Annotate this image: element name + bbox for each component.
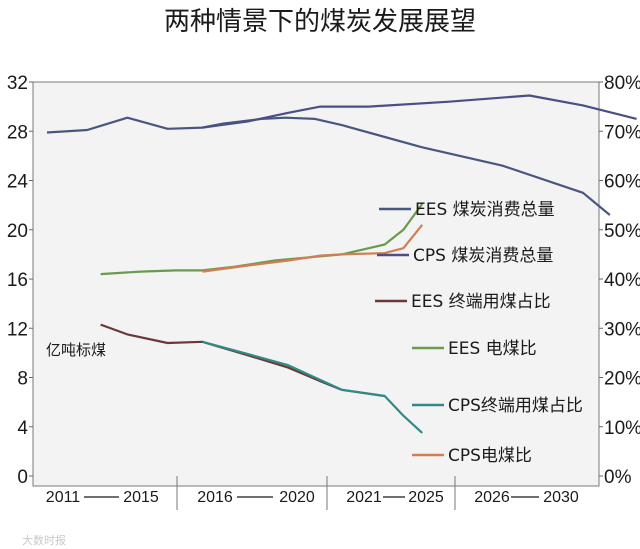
- x-tick-label: 2026: [474, 489, 510, 506]
- right-tick-label: 30%: [604, 319, 640, 340]
- x-tick-label: 2025: [408, 489, 444, 506]
- x-tick-label: 2021: [346, 489, 382, 506]
- right-tick-label: 60%: [604, 172, 640, 193]
- legend-label-4: EES 电煤比: [448, 339, 537, 359]
- legend-label-6: CPS电煤比: [448, 446, 532, 466]
- chart-title: 两种情景下的煤炭发展展望: [164, 7, 476, 37]
- series-line-1: [46, 116, 611, 216]
- left-axis-unit-label: 亿吨标煤: [46, 341, 106, 359]
- x-tick-label: 2011: [46, 489, 81, 506]
- left-tick-label: 4: [17, 418, 28, 439]
- right-tick-label: 70%: [604, 122, 640, 143]
- left-tick-label: 20: [7, 221, 28, 242]
- series-line-2: [202, 94, 637, 129]
- left-tick-label: 24: [7, 172, 29, 193]
- right-tick-label: 20%: [604, 369, 640, 390]
- series-line-6: [202, 224, 424, 273]
- legend-label-2: CPS 煤炭消费总量: [413, 246, 553, 266]
- right-tick-label: 0%: [604, 467, 632, 488]
- series-line-5: [202, 340, 423, 434]
- right-axis-ticks: 0% 10% 20% 30% 40% 50% 60% 70% 80%: [599, 73, 640, 488]
- x-tick-label: 2030: [543, 489, 579, 506]
- legend: EES 煤炭消费总量 CPS 煤炭消费总量 EES 终端用煤占比 EES 电煤比 CPS…: [375, 200, 583, 466]
- right-tick-label: 80%: [604, 73, 640, 94]
- right-tick-label: 50%: [604, 221, 640, 242]
- left-tick-label: 0: [17, 467, 28, 488]
- left-tick-label: 28: [7, 122, 28, 143]
- left-tick-label: 16: [7, 270, 28, 291]
- right-tick-label: 40%: [604, 270, 640, 291]
- legend-label-3: EES 终端用煤占比: [411, 292, 551, 312]
- legend-label-5: CPS终端用煤占比: [448, 396, 583, 416]
- x-tick-label: 2016: [197, 489, 233, 506]
- left-tick-label: 8: [17, 369, 28, 390]
- watermark: 大数时报: [22, 533, 66, 547]
- plot-area: [32, 81, 600, 487]
- series-lines: [46, 94, 637, 434]
- left-tick-label: 32: [7, 73, 28, 94]
- left-axis-ticks: 0 4 8 12 16 20 24 28 32: [7, 73, 33, 488]
- right-tick-label: 10%: [604, 418, 640, 439]
- x-tick-label: 2020: [279, 489, 315, 506]
- x-axis-labels: 2011 2015 2016 2020 2021 2025 2026 2030: [46, 476, 579, 510]
- legend-label-1: EES 煤炭消费总量: [415, 200, 555, 220]
- x-tick-label: 2015: [123, 489, 159, 506]
- left-tick-label: 12: [7, 319, 28, 340]
- series-line-4: [100, 203, 424, 276]
